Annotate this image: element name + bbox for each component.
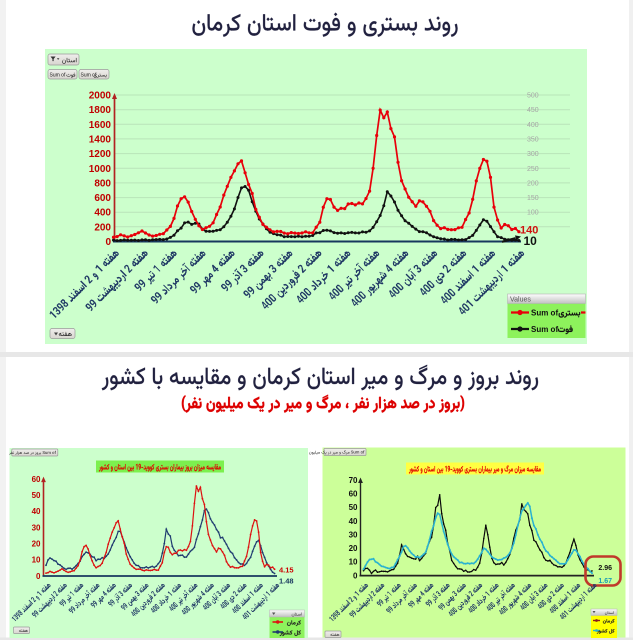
svg-text:250: 250 — [527, 166, 539, 173]
svg-text:0: 0 — [36, 572, 41, 581]
svg-text:2.96: 2.96 — [598, 565, 612, 572]
svg-text:4.15: 4.15 — [279, 566, 294, 575]
svg-text:200: 200 — [94, 222, 111, 233]
svg-text:0: 0 — [353, 571, 358, 580]
svg-text:800: 800 — [94, 178, 111, 189]
svg-text:150: 150 — [527, 195, 539, 202]
svg-text:Sum of: Sum of — [50, 73, 66, 79]
svg-text:100: 100 — [527, 210, 539, 217]
svg-text:60: 60 — [32, 475, 41, 484]
svg-text:30: 30 — [349, 530, 358, 539]
svg-text:1600: 1600 — [89, 120, 112, 131]
svg-text:60: 60 — [349, 489, 358, 498]
svg-text:200: 200 — [527, 180, 539, 187]
svg-text:400: 400 — [527, 122, 539, 129]
svg-text:Values: Values — [510, 297, 531, 304]
svg-text:600: 600 — [94, 193, 111, 204]
svg-text:20: 20 — [32, 540, 41, 549]
svg-text:30: 30 — [32, 523, 41, 532]
svg-text:50: 50 — [349, 503, 358, 512]
svg-text:Sum of: Sum of — [531, 309, 558, 318]
svg-text:10: 10 — [524, 234, 538, 248]
svg-text:400: 400 — [94, 208, 111, 219]
svg-text:Sum of: Sum of — [81, 73, 97, 79]
svg-text:500: 500 — [527, 93, 539, 100]
svg-text:1.48: 1.48 — [279, 577, 294, 586]
svg-text:350: 350 — [527, 136, 539, 143]
svg-text:1800: 1800 — [89, 105, 112, 116]
svg-text:300: 300 — [527, 151, 539, 158]
svg-text:1200: 1200 — [89, 149, 112, 160]
svg-text:0: 0 — [105, 237, 111, 248]
svg-text:1000: 1000 — [89, 164, 112, 175]
svg-text:2000: 2000 — [89, 91, 112, 102]
svg-text:140: 140 — [520, 225, 538, 237]
svg-text:40: 40 — [32, 507, 41, 516]
svg-text:1.67: 1.67 — [598, 578, 612, 585]
svg-text:450: 450 — [527, 107, 539, 114]
svg-text:70: 70 — [349, 476, 358, 485]
svg-text:50: 50 — [32, 491, 41, 500]
svg-text:1400: 1400 — [89, 134, 112, 145]
svg-text:10: 10 — [32, 556, 41, 565]
svg-text:Sum of: Sum of — [531, 325, 558, 334]
svg-text:20: 20 — [349, 544, 358, 553]
svg-text:10: 10 — [349, 558, 358, 567]
svg-text:40: 40 — [349, 517, 358, 526]
